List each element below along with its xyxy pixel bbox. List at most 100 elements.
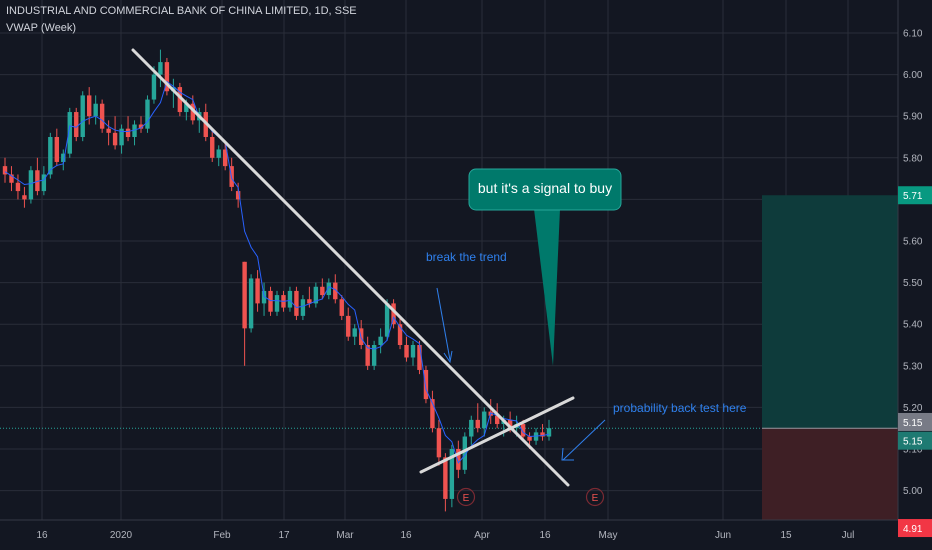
candle-body (48, 137, 53, 175)
candle-body (404, 345, 409, 358)
stop-zone (762, 428, 898, 529)
time-tick-label: 16 (400, 530, 412, 541)
candle-body (106, 128, 111, 133)
price-axis[interactable]: 6.106.005.905.805.705.605.505.405.305.20… (897, 0, 932, 550)
candle-body (494, 415, 500, 425)
candle-body (339, 299, 344, 316)
candle-body (371, 345, 377, 366)
target-badge-label: 5.71 (903, 191, 923, 202)
candle-body (2, 166, 8, 175)
price-tick-label: 5.90 (903, 112, 923, 123)
candle-body (242, 261, 247, 329)
candle-body (475, 419, 480, 429)
candle-body (61, 153, 66, 162)
callout-tail (534, 209, 560, 366)
backtest-label: probability back test here (613, 401, 747, 415)
time-tick-label: 15 (780, 530, 792, 541)
price-axis-bg (898, 0, 932, 550)
candle-body (462, 436, 468, 470)
candle-body (482, 411, 487, 429)
candle-body (80, 95, 85, 137)
earnings-marker-label: E (592, 493, 599, 504)
time-tick-label: 2020 (110, 530, 133, 541)
earnings-marker (456, 487, 476, 507)
candle-body (9, 174, 14, 183)
time-tick-label: 17 (278, 530, 290, 541)
price-tick-label: 6.00 (903, 70, 923, 81)
candle-body (449, 449, 455, 499)
candle-body (384, 303, 390, 337)
time-axis-bg (0, 520, 898, 550)
candle-body (190, 103, 196, 121)
candle-body (352, 328, 357, 337)
candlestick-series (2, 49, 552, 512)
risk-reward-zones (762, 195, 898, 529)
candle-body (235, 191, 241, 200)
candle-body (527, 436, 532, 441)
candle-body (430, 399, 435, 429)
candle-body (313, 286, 319, 304)
callout-bubble[interactable]: but it's a signal to buy (468, 168, 622, 366)
candle-body (268, 290, 273, 312)
candle-body (74, 112, 79, 137)
candle-body (151, 74, 157, 100)
break-arrow-shaft (436, 287, 451, 361)
candle-body (333, 282, 338, 300)
candle-body (307, 299, 312, 304)
candle-body (112, 132, 118, 146)
price-tick-label: 5.30 (903, 361, 923, 372)
candle-body (132, 124, 137, 137)
candle-body (546, 428, 552, 437)
annotation-arrows (436, 287, 606, 461)
earnings-marker-label: E (463, 493, 470, 504)
candle-body (86, 95, 92, 117)
candle-body (99, 103, 105, 129)
candle-body (469, 419, 474, 437)
candle-body (417, 345, 422, 370)
candle-body (248, 278, 254, 329)
vwap-badge-label: 5.15 (903, 437, 923, 448)
price-tick-label: 5.00 (903, 486, 923, 497)
candle-body (164, 62, 170, 92)
time-axis[interactable]: 16 2020 Feb 17 Mar 16 Apr 16 May Jun 15 Jul (0, 519, 898, 550)
time-tick-label: Mar (336, 530, 354, 541)
trendlines[interactable] (131, 48, 575, 487)
candle-body (397, 324, 403, 345)
price-tick-label: 5.60 (903, 237, 923, 248)
vwap-line (4, 80, 550, 464)
candle-body (222, 149, 228, 167)
candle-body (216, 149, 221, 158)
price-tick-label: 5.20 (903, 403, 923, 414)
candle-body (294, 290, 299, 316)
stop-badge-bg (898, 519, 932, 538)
time-tick-label: Feb (213, 530, 231, 541)
candle-body (54, 137, 60, 162)
candle-body (67, 112, 72, 154)
target-badge-bg (898, 186, 932, 205)
candle-body (22, 195, 27, 200)
backtest-arrow-head (561, 447, 574, 461)
indicator-legend: VWAP (Week) (6, 22, 77, 34)
target-zone (762, 195, 898, 429)
callout-box (468, 168, 622, 211)
price-tick-label: 5.50 (903, 278, 923, 289)
candle-body (28, 170, 34, 200)
earnings-marker (585, 487, 605, 507)
candle-body (540, 432, 545, 437)
candle-body (320, 286, 325, 296)
candle-body (391, 303, 396, 325)
candle-body (378, 336, 383, 345)
chart-title: INDUSTRIAL AND COMMERCIAL BANK OF CHINA … (6, 5, 357, 17)
candle-body (41, 174, 47, 192)
time-tick-label: 16 (36, 530, 48, 541)
candle-body (255, 278, 260, 304)
candle-body (520, 424, 526, 437)
candle-body (261, 290, 267, 304)
backtest-arrow-shaft (562, 419, 606, 461)
price-badges: 5.71 5.15 5.15 4.91 (898, 186, 932, 538)
last-price-badge-label: 5.15 (903, 418, 923, 429)
candle-body (35, 170, 40, 192)
price-tick-label: 5.80 (903, 153, 923, 164)
